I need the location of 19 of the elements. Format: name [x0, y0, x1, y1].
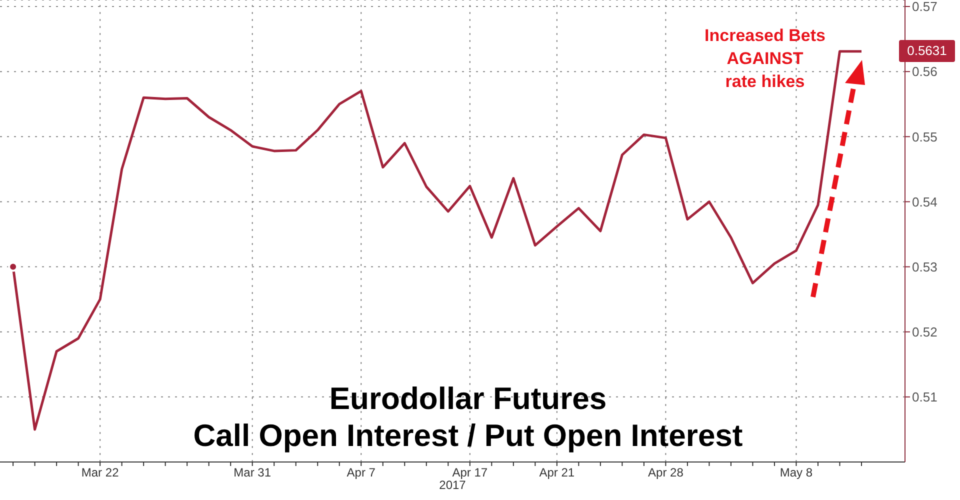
y-tick-label: 0.51 — [912, 390, 938, 405]
text: Call Open Interest / Put Open Interest — [192, 417, 744, 454]
x-tick-label: Apr 7 — [346, 466, 376, 480]
y-tick-label: 0.52 — [912, 324, 938, 340]
y-tick-label: 0.55 — [912, 129, 938, 144]
y-tick-label: 0.57 — [912, 0, 938, 14]
x-axis-title: 2017 — [438, 478, 466, 492]
text: 0.5631 — [899, 40, 955, 62]
text: Eurodollar Futures — [329, 381, 607, 416]
x-tick-label: Mar 22 — [81, 466, 120, 480]
x-tick-label: May 8 — [780, 466, 813, 480]
x-tick-label: Apr 28 — [648, 466, 684, 480]
x-tick-label: Mar 31 — [234, 466, 272, 480]
annotation: Increased Bets AGAINST rate hikes — [704, 25, 826, 93]
x-tick-label: Apr 21 — [539, 466, 575, 480]
y-tick-label: 0.56 — [912, 64, 938, 80]
y-tick-label: 0.53 — [912, 259, 938, 274]
x-tick-label: Apr 17 — [452, 466, 488, 480]
y-tick-label: 0.54 — [912, 194, 938, 210]
